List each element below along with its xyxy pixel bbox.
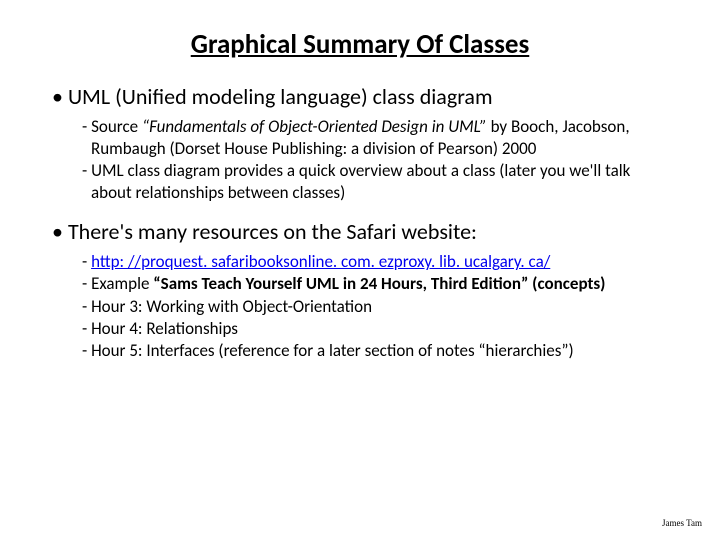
sub-text-pre: Source xyxy=(91,116,142,137)
sub-item: - Source “Fundamentals of Object-Oriente… xyxy=(82,116,672,160)
sub-text: UML class diagram provides a quick overv… xyxy=(91,160,630,203)
dash: - xyxy=(82,273,91,294)
sub-text-pre: Example xyxy=(91,273,153,294)
dash: - xyxy=(82,116,91,137)
bullet-2-text: There's many resources on the Safari web… xyxy=(68,218,477,245)
sub-item: - Example “Sams Teach Yourself UML in 24… xyxy=(82,273,672,295)
sub-item: - UML class diagram provides a quick ove… xyxy=(82,160,672,204)
sub-text-italic: “Fundamentals of Object-Oriented Design … xyxy=(142,116,487,137)
bullet-2-subs: - http: //proquest. safaribooksonline. c… xyxy=(48,251,672,361)
sub-text: Hour 3: Working with Object-Orientation xyxy=(91,296,372,317)
dash: - xyxy=(82,340,91,361)
bullet-1-subs: - Source “Fundamentals of Object-Oriente… xyxy=(48,116,672,204)
footer-author: James Tam xyxy=(662,518,702,528)
sub-item: - http: //proquest. safaribooksonline. c… xyxy=(82,251,672,273)
dash: - xyxy=(82,296,91,317)
bullet-2: • There's many resources on the Safari w… xyxy=(48,218,672,245)
sub-text: Hour 4: Relationships xyxy=(91,318,238,339)
dash: - xyxy=(82,318,91,339)
dash: - xyxy=(82,251,91,272)
sub-item: - Hour 3: Working with Object-Orientatio… xyxy=(82,296,672,318)
sub-item: - Hour 4: Relationships xyxy=(82,318,672,340)
sub-item: - Hour 5: Interfaces (reference for a la… xyxy=(82,340,672,362)
sub-text: Hour 5: Interfaces (reference for a late… xyxy=(91,340,574,361)
bullet-1: • UML (Unified modeling language) class … xyxy=(48,83,672,110)
slide-title: Graphical Summary Of Classes xyxy=(48,28,672,61)
bullet-1-text: UML (Unified modeling language) class di… xyxy=(68,83,493,110)
dash: - xyxy=(82,160,91,181)
sub-link[interactable]: http: //proquest. safaribooksonline. com… xyxy=(91,251,550,272)
sub-text-bold: “Sams Teach Yourself UML in 24 Hours, Th… xyxy=(153,273,605,294)
